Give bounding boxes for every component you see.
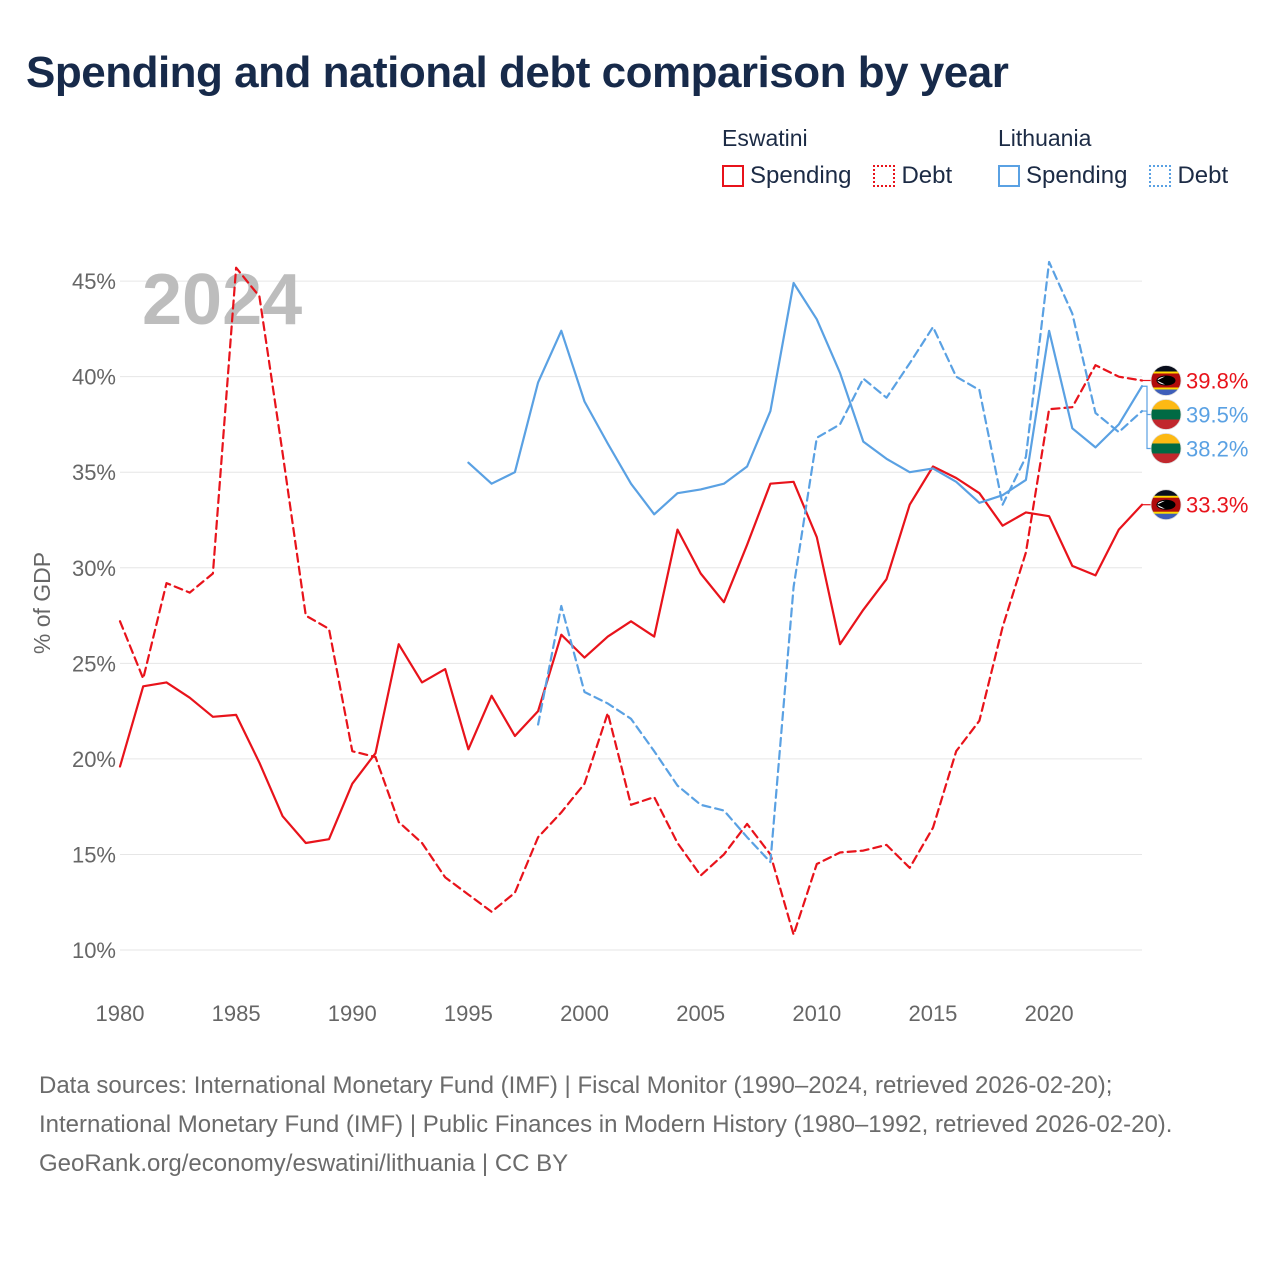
end-label-connector	[1142, 385, 1152, 416]
legend-swatch-solid-blue	[998, 165, 1020, 187]
legend-item-eswatini-debt[interactable]: Debt	[873, 162, 952, 190]
eswatini-flag-icon	[1151, 365, 1181, 396]
eswatini-flag-icon	[1151, 489, 1181, 520]
legend-swatch-dotted-blue	[1149, 165, 1172, 187]
x-tick-label: 1985	[212, 1001, 261, 1026]
legend-label: Debt	[1177, 162, 1229, 189]
y-tick-label: 25%	[72, 651, 116, 676]
x-tick-label: 2015	[908, 1001, 957, 1026]
y-tick-label: 10%	[72, 938, 116, 963]
chart-title: Spending and national debt comparison by…	[26, 48, 1009, 97]
legend-swatch-dotted-red	[873, 165, 896, 187]
x-tick-label: 2000	[560, 1001, 609, 1026]
end-value-label: 38.2%	[1186, 436, 1248, 461]
legend-item-eswatini-spending[interactable]: Spending	[722, 162, 851, 190]
y-tick-label: 35%	[72, 460, 116, 485]
x-tick-label: 1995	[444, 1001, 493, 1026]
y-tick-label: 45%	[72, 269, 116, 294]
legend-group-lithuania: Lithuania Spending Debt	[998, 120, 1246, 190]
x-axis-ticks: 1980 1985 1990 1995 2000 2005 2010 2015 2020	[96, 1001, 1074, 1026]
legend-swatch-solid-red	[722, 165, 744, 187]
year-watermark: 2024	[142, 260, 302, 340]
legend-country-lithuania: Lithuania	[998, 125, 1092, 151]
lithuania-flag-icon	[1151, 399, 1181, 430]
end-labels: 39.8% 39.5% 38.2% 33.3%	[1142, 365, 1248, 521]
lithuania-flag-icon	[1151, 433, 1181, 464]
series-line-lithuania-debt[interactable]	[536, 260, 1144, 864]
legend-item-lithuania-debt[interactable]: Debt	[1149, 162, 1228, 190]
legend-group-eswatini: Eswatini Spending Debt	[722, 120, 970, 190]
y-tick-label: 15%	[72, 842, 116, 867]
series-line-eswatini-debt[interactable]	[118, 266, 1144, 936]
end-value-label: 39.5%	[1186, 402, 1248, 427]
y-axis-label: % of GDP	[29, 552, 55, 654]
line-chart: 2024 10%15%20%25%30%35%40%45% 1980 1985 19…	[29, 260, 1248, 1026]
end-label-connector	[1142, 410, 1152, 450]
end-value-label: 33.3%	[1186, 493, 1248, 518]
y-tick-label: 20%	[72, 747, 116, 772]
legend-label: Debt	[901, 162, 953, 189]
series-lines	[118, 260, 1144, 936]
series-line-lithuania-spending[interactable]	[467, 281, 1144, 516]
x-tick-label: 2020	[1025, 1001, 1074, 1026]
legend-label: Spending	[750, 162, 852, 189]
credit-link[interactable]: GeoRank.org/economy/eswatini/lithuania |…	[39, 1150, 569, 1177]
footer: Data sources: International Monetary Fun…	[39, 1066, 1239, 1183]
y-tick-label: 40%	[72, 365, 116, 390]
series-line-eswatini-spending[interactable]	[118, 465, 1144, 845]
gridlines	[120, 280, 1142, 951]
legend-item-lithuania-spending[interactable]: Spending	[998, 162, 1127, 190]
legend-label: Spending	[1026, 162, 1128, 189]
end-value-label: 39.8%	[1186, 368, 1248, 393]
legend-country-eswatini: Eswatini	[722, 125, 808, 151]
y-axis-ticks: 10% 15% 20% 25% 30% 35% 40% 45%	[72, 269, 116, 963]
data-sources: Data sources: International Monetary Fun…	[39, 1072, 1173, 1138]
x-tick-label: 2005	[676, 1001, 725, 1026]
x-tick-label: 1990	[328, 1001, 377, 1026]
y-tick-label: 30%	[72, 556, 116, 581]
x-tick-label: 1980	[96, 1001, 145, 1026]
x-tick-label: 2010	[792, 1001, 841, 1026]
